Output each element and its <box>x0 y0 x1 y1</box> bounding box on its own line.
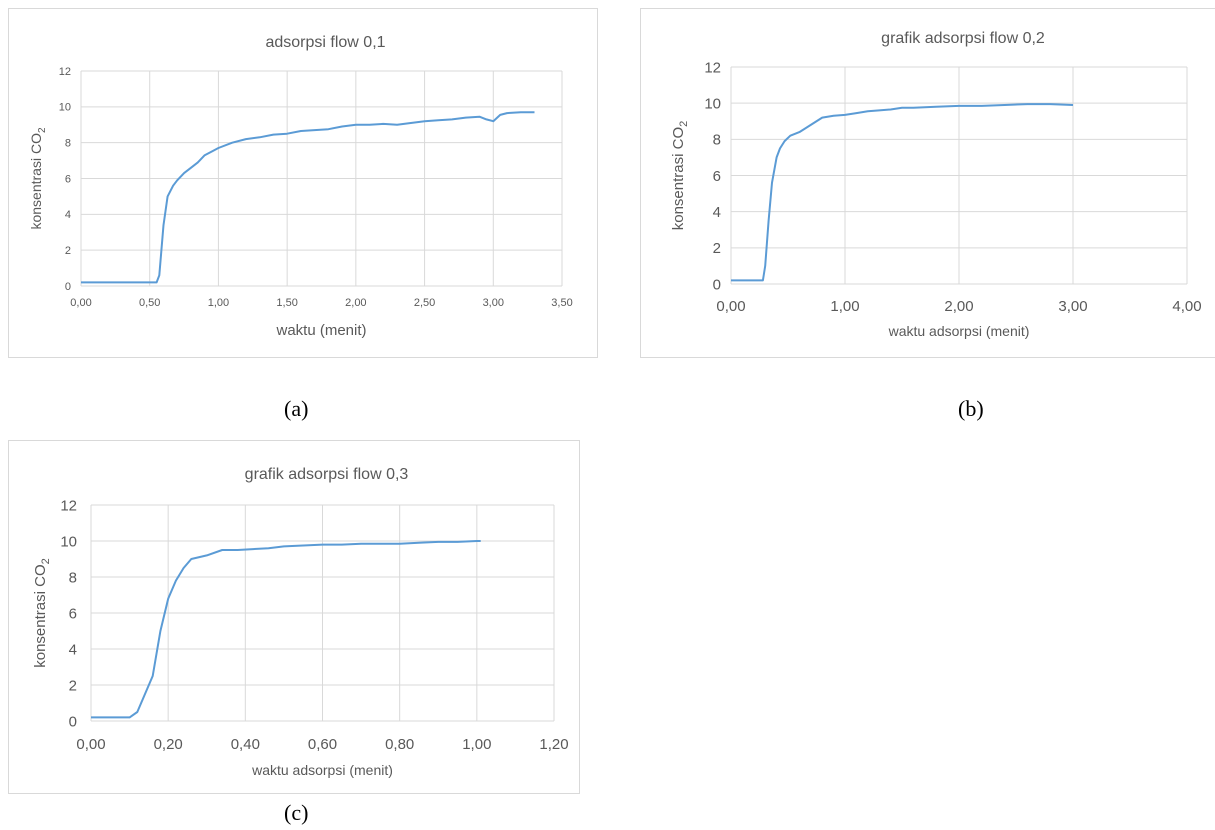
x-tick-label: 0,00 <box>716 298 745 315</box>
y-tick-label: 0 <box>69 713 77 730</box>
x-tick-label: 3,00 <box>1058 298 1087 315</box>
chart-a-svg: adsorpsi flow 0,1 0,00 0,50 1,00 1,50 2,00 2,5… <box>28 34 573 339</box>
y-tick-label: 8 <box>69 569 77 586</box>
y-tick-label: 2 <box>65 245 71 257</box>
x-tick-label: 0,40 <box>231 736 260 753</box>
y-tick-label: 12 <box>60 497 77 514</box>
x-tick-label: 0,50 <box>139 297 160 309</box>
y-tick-label: 6 <box>713 168 721 185</box>
y-tick-label: 2 <box>69 677 77 694</box>
x-tick-label: 2,50 <box>414 297 435 309</box>
y-axis-label: konsentrasi CO2 <box>32 558 52 668</box>
chart-b-svg: grafik adsorpsi flow 0,2 0,00 1,00 2,00 3,00… <box>670 30 1202 339</box>
chart-title: adsorpsi flow 0,1 <box>265 34 385 51</box>
y-tick-label: 6 <box>69 605 77 622</box>
x-tick-label: 2,00 <box>345 297 366 309</box>
x-tick-label: 4,00 <box>1172 298 1201 315</box>
x-tick-label: 1,20 <box>539 736 568 753</box>
y-tick-label: 12 <box>704 59 721 76</box>
chart-panel-a: adsorpsi flow 0,1 0,00 0,50 1,00 1,50 2,00 2,5… <box>8 8 598 358</box>
x-tick-label: 1,50 <box>276 297 297 309</box>
chart-title: grafik adsorpsi flow 0,2 <box>881 30 1045 47</box>
y-tick-label: 4 <box>69 641 77 658</box>
y-tick-label: 10 <box>60 533 77 550</box>
series-line <box>81 111 535 284</box>
series-line <box>91 540 481 719</box>
x-axis-label: waktu adsorpsi (menit) <box>888 323 1030 339</box>
caption-c: (c) <box>284 800 309 825</box>
y-axis-label: konsentrasi CO2 <box>28 127 48 229</box>
x-tick-label: 0,00 <box>76 736 105 753</box>
y-tick-label: 0 <box>65 281 71 293</box>
y-tick-label: 8 <box>65 138 71 150</box>
y-tick-label: 10 <box>704 95 721 112</box>
y-tick-label: 4 <box>713 204 721 221</box>
y-tick-label: 4 <box>65 209 71 221</box>
chart-panel-c: grafik adsorpsi flow 0,3 0,00 0,20 0,40 0,60… <box>8 440 580 794</box>
x-tick-label: 0,60 <box>308 736 337 753</box>
caption-a: (a) <box>284 396 309 421</box>
x-axis-label: waktu adsorpsi (menit) <box>251 762 393 778</box>
chart-c-svg: grafik adsorpsi flow 0,3 0,00 0,20 0,40 0,60… <box>32 466 569 778</box>
x-tick-label: 1,00 <box>462 736 491 753</box>
x-tick-label: 0,20 <box>154 736 183 753</box>
x-tick-label: 3,50 <box>551 297 572 309</box>
x-tick-label: 0,00 <box>70 297 91 309</box>
y-axis-label: konsentrasi CO2 <box>670 121 690 231</box>
y-tick-label: 6 <box>65 173 71 185</box>
y-tick-label: 8 <box>713 132 721 149</box>
y-tick-label: 12 <box>59 66 71 78</box>
x-tick-label: 0,80 <box>385 736 414 753</box>
x-tick-label: 3,00 <box>483 297 504 309</box>
x-tick-label: 1,00 <box>830 298 859 315</box>
chart-panel-b: grafik adsorpsi flow 0,2 0,00 1,00 2,00 3,00… <box>640 8 1215 358</box>
caption-b: (b) <box>958 396 984 421</box>
x-axis-label: waktu (menit) <box>275 322 366 339</box>
y-tick-label: 10 <box>59 102 71 114</box>
chart-title: grafik adsorpsi flow 0,3 <box>245 466 409 483</box>
series-line <box>731 103 1074 282</box>
x-tick-label: 1,00 <box>208 297 229 309</box>
y-tick-label: 2 <box>713 240 721 257</box>
x-tick-label: 2,00 <box>944 298 973 315</box>
y-tick-label: 0 <box>713 276 721 293</box>
